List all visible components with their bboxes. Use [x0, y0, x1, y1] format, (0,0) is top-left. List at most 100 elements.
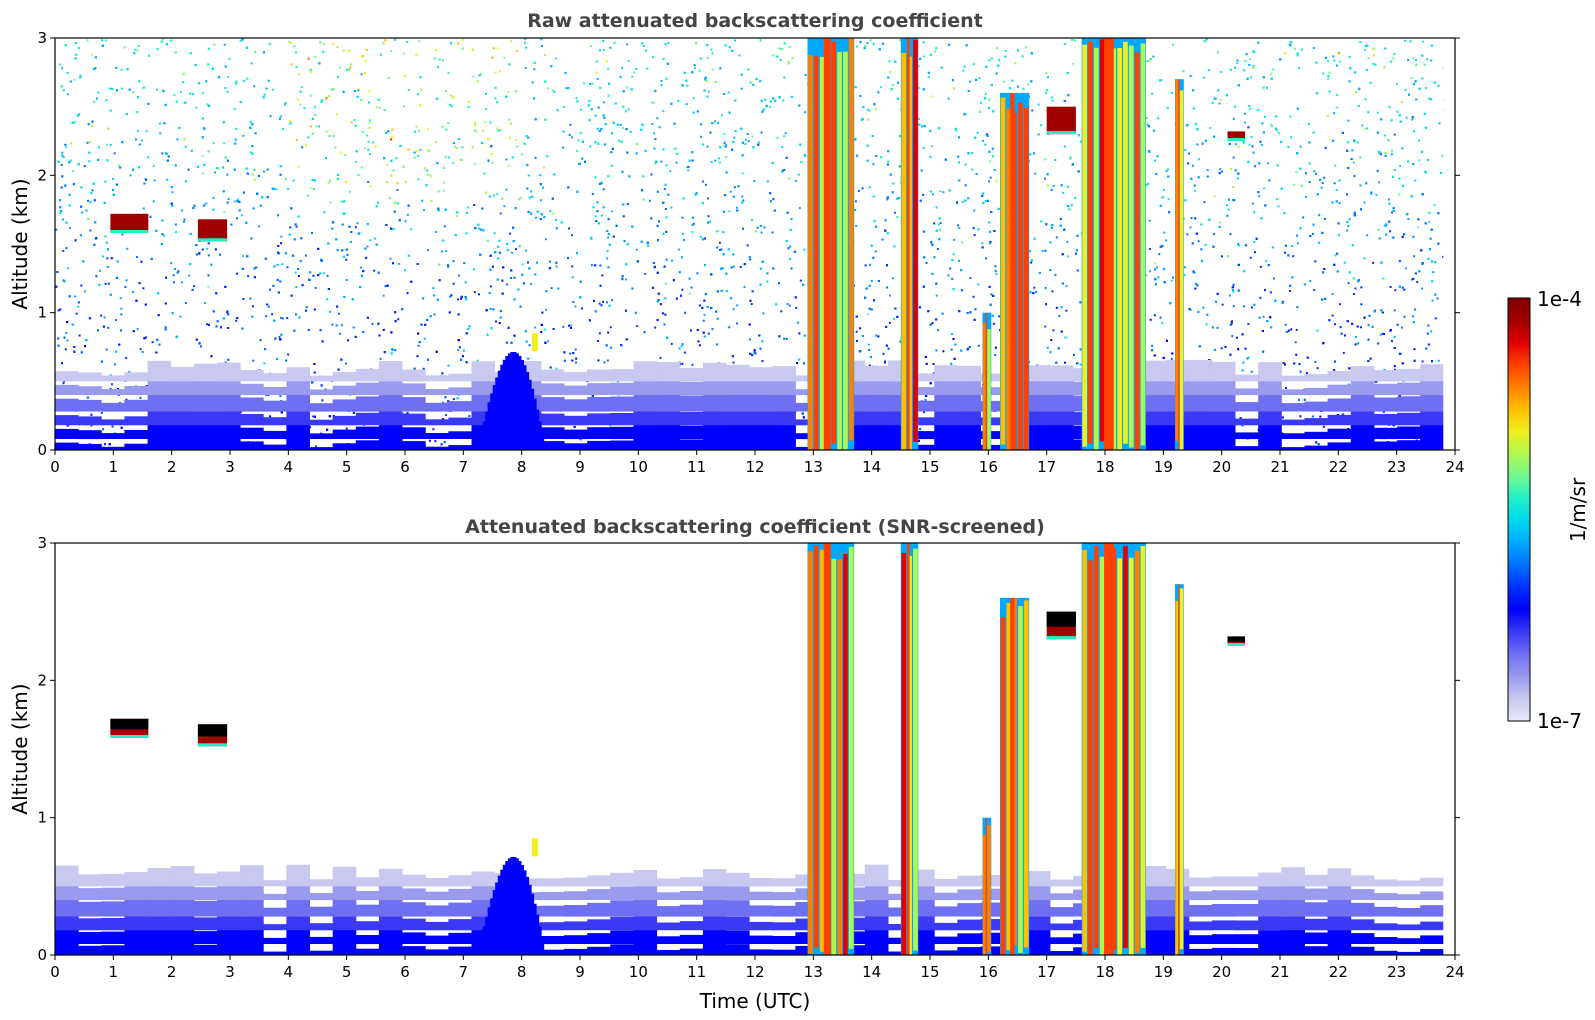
raw-backscatter-panel: Raw attenuated backscattering coefficien…: [8, 10, 1465, 476]
precipitation-shaft: [982, 817, 992, 955]
x-tick-label: 24: [1445, 963, 1464, 981]
cloud-layer: [1227, 131, 1245, 141]
x-tick-label: 0: [50, 963, 60, 981]
cloud-layer: [1046, 611, 1076, 640]
precipitation-shaft: [807, 38, 855, 450]
x-tick-label: 21: [1270, 963, 1289, 981]
y-axis-ticks: 0 1 2 3: [37, 29, 1460, 459]
x-tick-label: 7: [459, 963, 469, 981]
raw-backscatter-heatmap: [55, 38, 1455, 450]
x-tick-label: 18: [1095, 458, 1114, 476]
precipitation-shaft: [807, 543, 855, 955]
x-tick-label: 8: [517, 458, 527, 476]
cloud-layer: [110, 718, 149, 738]
x-tick-label: 20: [1212, 963, 1231, 981]
colorbar: 1e-4 1e-7 1/m/sr: [1507, 287, 1590, 733]
x-tick-label: 23: [1387, 963, 1406, 981]
aerosol-plume: [477, 333, 547, 450]
x-tick-label: 9: [575, 458, 585, 476]
screened-backscatter-panel: Attenuated backscattering coefficient (S…: [8, 516, 1465, 1013]
cloud-layer: [1046, 106, 1076, 135]
screened-backscatter-heatmap: [55, 543, 1455, 955]
x-tick-label: 15: [920, 963, 939, 981]
x-tick-label: 14: [862, 963, 881, 981]
x-axis-ticks: 0 1 2 3 4 5 6 7 8 9 10 11 12 13 14 15 16 17 18 19 20 21 22 23 24: [50, 955, 1465, 981]
x-tick-label: 19: [1154, 963, 1173, 981]
cloud-layer: [197, 724, 228, 747]
x-tick-label: 2: [167, 963, 177, 981]
precipitation-shaft: [1000, 92, 1030, 450]
x-tick-label: 18: [1095, 963, 1114, 981]
x-tick-label: 23: [1387, 458, 1406, 476]
x-tick-label: 7: [459, 458, 469, 476]
x-tick-label: 24: [1445, 458, 1464, 476]
x-tick-label: 17: [1037, 458, 1056, 476]
x-tick-label: 5: [342, 458, 352, 476]
no-data-region: [1443, 38, 1455, 450]
x-tick-label: 15: [920, 458, 939, 476]
y-tick-label: 3: [37, 534, 47, 552]
x-tick-label: 13: [804, 458, 823, 476]
x-tick-label: 22: [1329, 458, 1348, 476]
y-tick-label: 1: [37, 809, 47, 827]
x-tick-label: 17: [1037, 963, 1056, 981]
panel-title: Attenuated backscattering coefficient (S…: [465, 516, 1045, 538]
precipitation-shaft: [1175, 584, 1184, 955]
x-tick-label: 4: [284, 458, 294, 476]
cloud-layer: [197, 219, 228, 242]
x-tick-label: 12: [745, 458, 764, 476]
x-tick-label: 14: [862, 458, 881, 476]
precipitation-shaft: [1000, 597, 1030, 955]
panel-title: Raw attenuated backscattering coefficien…: [527, 10, 983, 32]
x-tick-label: 10: [629, 458, 648, 476]
precipitation-shaft: [1081, 543, 1146, 955]
x-tick-label: 22: [1329, 963, 1348, 981]
x-tick-label: 6: [400, 963, 410, 981]
x-tick-label: 3: [225, 963, 235, 981]
precipitation-shaft: [900, 38, 919, 450]
y-tick-label: 0: [37, 946, 47, 964]
no-data-region: [1443, 543, 1455, 955]
x-tick-label: 1: [109, 458, 119, 476]
colorbar-unit-label: 1/m/sr: [1566, 477, 1590, 542]
colorbar-max-label: 1e-4: [1537, 287, 1582, 311]
y-axis-label: Altitude (km): [8, 178, 32, 309]
x-axis-ticks: 0 1 2 3 4 5 6 7 8 9 10 11 12 13 14 15 16 17 18 19 20 21 22 23 24: [50, 450, 1465, 476]
precipitation-shaft: [1175, 79, 1184, 450]
x-tick-label: 20: [1212, 458, 1231, 476]
precipitation-shaft: [982, 312, 992, 450]
x-tick-label: 10: [629, 963, 648, 981]
x-tick-label: 11: [687, 963, 706, 981]
x-tick-label: 13: [804, 963, 823, 981]
x-tick-label: 9: [575, 963, 585, 981]
y-axis-ticks: 0 1 2 3: [37, 534, 1460, 964]
colorbar-gradient: [1507, 297, 1531, 722]
y-tick-label: 0: [37, 441, 47, 459]
x-tick-label: 12: [745, 963, 764, 981]
y-tick-label: 2: [37, 166, 47, 184]
y-axis-label: Altitude (km): [8, 683, 32, 814]
x-tick-label: 1: [109, 963, 119, 981]
x-tick-label: 0: [50, 458, 60, 476]
y-tick-label: 2: [37, 671, 47, 689]
cloud-layer: [110, 213, 149, 233]
x-tick-label: 19: [1154, 458, 1173, 476]
x-tick-label: 2: [167, 458, 177, 476]
x-axis-label: Time (UTC): [699, 989, 811, 1013]
precipitation-shaft: [1081, 38, 1146, 450]
x-tick-label: 16: [979, 458, 998, 476]
aerosol-plume: [477, 838, 547, 955]
precipitation-shaft: [900, 543, 919, 955]
x-tick-label: 3: [225, 458, 235, 476]
cloud-layer: [1227, 636, 1245, 646]
x-tick-label: 5: [342, 963, 352, 981]
boundary-layer: [55, 359, 1444, 450]
x-tick-label: 6: [400, 458, 410, 476]
x-tick-label: 16: [979, 963, 998, 981]
x-tick-label: 8: [517, 963, 527, 981]
colorbar-min-label: 1e-7: [1537, 709, 1582, 733]
y-tick-label: 1: [37, 304, 47, 322]
boundary-layer: [55, 864, 1444, 955]
x-tick-label: 4: [284, 963, 294, 981]
